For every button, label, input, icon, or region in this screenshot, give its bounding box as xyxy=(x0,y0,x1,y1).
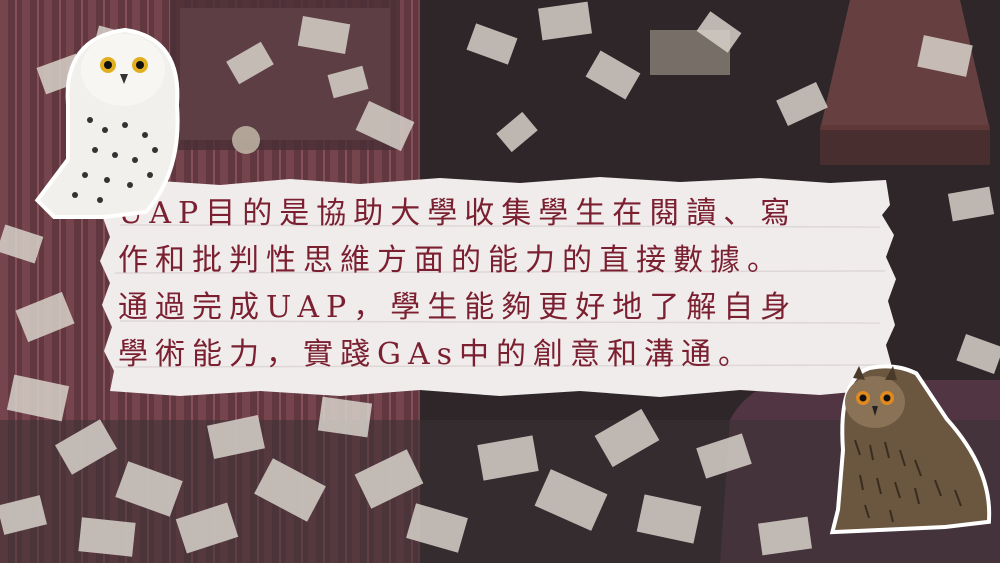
eagle-owl-image xyxy=(815,360,995,535)
slide-text: UAP目的是協助大學收集學生在閱讀、寫 作和批判性思維方面的能力的直接數據。 通… xyxy=(118,190,888,378)
text-line-4: 學術能力，實踐GAs中的創意和溝通。 xyxy=(118,331,888,378)
text-line-3: 通過完成UAP，學生能夠更好地了解自身 xyxy=(118,284,888,331)
text-line-2: 作和批判性思維方面的能力的直接數據。 xyxy=(118,237,888,284)
text-line-1: UAP目的是協助大學收集學生在閱讀、寫 xyxy=(118,190,888,237)
snowy-owl-image xyxy=(15,10,190,225)
